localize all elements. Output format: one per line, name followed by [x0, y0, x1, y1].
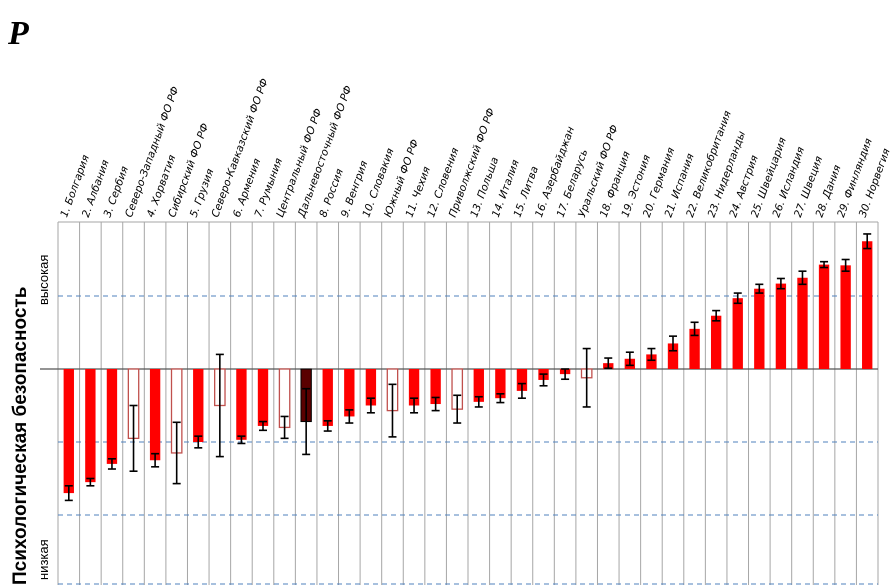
- bar: [710, 315, 722, 369]
- bar: [646, 354, 657, 369]
- bar: [667, 343, 679, 369]
- bar: [322, 369, 333, 426]
- bar: [495, 369, 506, 399]
- y-axis-label: Психологическая безопасность: [10, 287, 31, 585]
- y-label-high: высокая: [36, 255, 51, 305]
- bar: [818, 264, 830, 369]
- corner-letter: P: [7, 15, 29, 52]
- bar: [149, 369, 161, 461]
- bar: [408, 369, 420, 406]
- bar: [732, 298, 743, 369]
- bar: [257, 369, 269, 426]
- bar: [430, 369, 441, 405]
- bar: [236, 369, 247, 440]
- bar: [754, 288, 765, 369]
- bar: [85, 369, 96, 483]
- bar: [516, 369, 528, 391]
- bar: [775, 283, 787, 369]
- bar: [473, 369, 484, 402]
- bar: [689, 328, 700, 369]
- bar: [193, 369, 204, 442]
- bar: [862, 241, 873, 369]
- y-label-low: низкая: [36, 539, 51, 580]
- bar: [365, 369, 377, 406]
- bar: [840, 265, 851, 369]
- error-bars: [64, 233, 872, 502]
- plot-frame: [57, 221, 879, 585]
- bars: [63, 241, 873, 494]
- bar: [344, 369, 355, 417]
- bar: [106, 369, 118, 464]
- bar: [63, 369, 74, 494]
- bar: [797, 277, 808, 369]
